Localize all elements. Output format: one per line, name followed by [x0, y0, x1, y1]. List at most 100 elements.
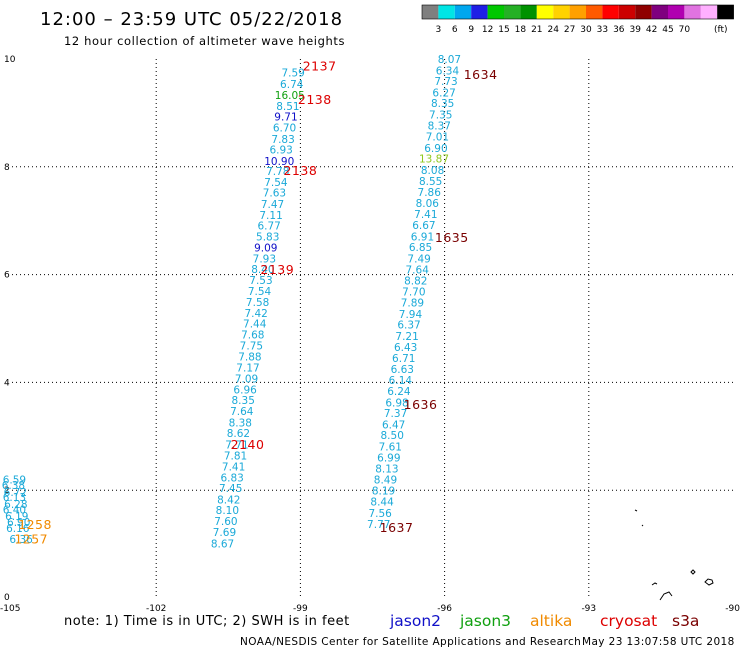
- wave-height-value: 8.42: [217, 494, 240, 506]
- page-subtitle: 12 hour collection of altimeter wave hei…: [64, 34, 345, 48]
- colorbar-swatch: [504, 5, 521, 19]
- wave-height-value: 8.19: [372, 486, 395, 498]
- latitude-tick-label: 6: [4, 271, 10, 281]
- wave-height-value: 7.89: [401, 298, 424, 310]
- wave-height-value: 8.37: [428, 120, 451, 132]
- longitude-tick-label: -105: [0, 604, 20, 614]
- wave-height-value: 6.43: [394, 342, 417, 354]
- wave-height-value: 6.36: [9, 534, 33, 546]
- latitude-tick-label: 2: [4, 486, 10, 496]
- wave-height-value: 7.78: [266, 166, 289, 178]
- wave-height-value: 6.74: [280, 79, 304, 91]
- wave-height-value: 7.41: [414, 209, 437, 221]
- colorbar-swatch: [422, 5, 439, 19]
- wave-height-value: 6.90: [7, 517, 30, 529]
- wave-height-value: 7.63: [263, 188, 286, 200]
- colorbar-tick-label: 21: [531, 25, 542, 35]
- wave-height-value: 7.71: [225, 439, 248, 451]
- wave-height-value: 6.85: [409, 242, 432, 254]
- wave-height-value: 6.40: [3, 505, 26, 517]
- colorbar-tick-label: 3: [436, 25, 442, 35]
- wave-height-value: 6.27: [432, 87, 455, 99]
- longitude-tick-label: -96: [437, 604, 452, 614]
- altimeter-track-a: 7.596.7416.058.519.716.707.836.9310.907.…: [211, 67, 305, 550]
- colorbar-swatch: [651, 5, 668, 19]
- altimeter-tracks: 7.596.7416.058.519.716.707.836.9310.907.…: [2, 54, 461, 551]
- colorbar-unit: (ft): [714, 25, 728, 35]
- wave-height-value: 7.54: [264, 177, 288, 189]
- wave-height-value: 8.51: [276, 101, 299, 113]
- wave-height-value: 8.44: [370, 497, 394, 509]
- wave-height-value: 6.72: [4, 487, 27, 499]
- colorbar-tick-label: 33: [597, 25, 608, 35]
- credit-line: NOAA/NESDIS Center for Satellite Applica…: [240, 636, 581, 648]
- pass-number-label: 1636: [404, 397, 438, 412]
- wave-height-value: 8.82: [404, 276, 427, 288]
- colorbar-swatch: [635, 5, 652, 19]
- colorbar-tick-label: 24: [547, 25, 559, 35]
- wave-height-value: 6.67: [412, 220, 435, 232]
- wave-height-value: 6.19: [5, 511, 28, 523]
- wave-height-colorbar: 3 6 9 12 15 18 21 24 27 30 33 36 39 42 45 70: [421, 4, 734, 35]
- generated-timestamp: May 23 13:07:58 UTC 2018: [582, 636, 735, 648]
- wave-height-value: 7.77: [367, 519, 390, 531]
- wave-height-value: 7.47: [261, 199, 284, 211]
- wave-height-value: 8.06: [416, 198, 440, 210]
- longitude-tick-label: -93: [581, 604, 596, 614]
- wave-height-value: 5.83: [256, 231, 279, 243]
- colorbar-tick-label: 15: [498, 25, 509, 35]
- colorbar-swatch: [717, 5, 734, 19]
- wave-height-value: 13.87: [419, 154, 449, 166]
- wave-height-value: 6.14: [389, 375, 413, 387]
- wave-height-value: 6.96: [233, 384, 257, 396]
- colorbar-tick-label: 39: [629, 25, 641, 35]
- colorbar-tick-label: 27: [564, 25, 575, 35]
- longitude-tick-label: -102: [146, 604, 166, 614]
- wave-height-value: 7.09: [235, 374, 258, 386]
- colorbar-swatch: [553, 5, 570, 19]
- wave-height-value: 6.28: [4, 499, 27, 511]
- pass-number-label: 1634: [464, 67, 498, 82]
- wave-height-value: 7.59: [281, 67, 304, 79]
- colorbar-tick-label: 18: [515, 25, 527, 35]
- wave-height-value: 7.37: [384, 408, 407, 420]
- pass-number-label: 1258: [18, 517, 52, 532]
- longitude-tick-label: -99: [293, 604, 308, 614]
- coastline-island: [634, 509, 638, 512]
- wave-height-value: 7.45: [219, 483, 242, 495]
- colorbar-tick-label: 42: [646, 25, 657, 35]
- wave-height-value: 7.17: [236, 362, 259, 374]
- colorbar-tick-label: 45: [662, 25, 673, 35]
- latitude-tick-label: 8: [4, 163, 10, 173]
- wave-height-value: 7.88: [238, 352, 261, 364]
- wave-height-value: 7.81: [224, 451, 247, 463]
- wave-height-value: 6.98: [385, 397, 408, 409]
- wave-height-value: 6.91: [411, 231, 434, 243]
- coastline-segment: [659, 591, 673, 601]
- wave-height-value: 7.83: [271, 134, 294, 146]
- pass-number-label: 2138: [298, 92, 332, 107]
- wave-height-value: 6.77: [257, 221, 280, 233]
- coastline-fragments: [634, 509, 714, 601]
- altimeter-track-c: 6.596.386.726.136.286.406.196.906.166.36: [2, 474, 33, 546]
- wave-height-value: 7.53: [249, 275, 272, 287]
- latitude-tick-label: 0: [4, 593, 10, 603]
- footnote: note: 1) Time is in UTC; 2) SWH is in fe…: [64, 614, 350, 629]
- colorbar-tick-label: 70: [679, 25, 691, 35]
- page-title: 12:00 – 23:59 UTC 05/22/2018: [40, 9, 343, 30]
- wave-height-value: 6.83: [220, 472, 243, 484]
- wave-height-value: 7.64: [230, 406, 254, 418]
- longitude-tick-label: -90: [725, 604, 740, 614]
- wave-height-value: 7.56: [368, 508, 392, 520]
- wave-height-value: 7.93: [253, 253, 276, 265]
- colorbar-tick-label: 12: [482, 25, 493, 35]
- colorbar-swatch: [438, 5, 455, 19]
- pass-number-label: 1637: [380, 520, 414, 535]
- pass-number-label: 2139: [260, 262, 294, 277]
- wave-height-value: 7.86: [418, 187, 442, 199]
- satellite-legend: jason2 jason3 altika cryosat s3a: [389, 612, 699, 630]
- wave-height-value: 8.35: [431, 98, 454, 110]
- wave-height-value: 9.71: [274, 112, 297, 124]
- wave-height-value: 8.49: [374, 474, 397, 486]
